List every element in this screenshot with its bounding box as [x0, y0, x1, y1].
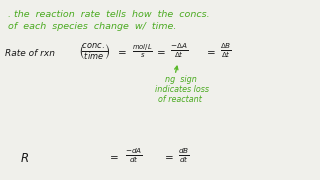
- Text: $\left(\!\frac{conc.}{time}\!\right)$: $\left(\!\frac{conc.}{time}\!\right)$: [78, 42, 111, 62]
- Text: ng  sign: ng sign: [165, 75, 197, 84]
- Text: =: =: [157, 48, 166, 58]
- Text: indicates loss: indicates loss: [155, 86, 209, 94]
- Text: Rate of rxn: Rate of rxn: [5, 48, 55, 57]
- Text: . the  reaction  rate  tells  how  the  concs.: . the reaction rate tells how the concs.: [8, 10, 210, 19]
- Text: of  each  species  change  w/  time.: of each species change w/ time.: [8, 22, 176, 31]
- Text: =: =: [165, 153, 174, 163]
- Text: $R$: $R$: [20, 152, 29, 165]
- Text: $\frac{dB}{dt}$: $\frac{dB}{dt}$: [178, 147, 189, 165]
- Text: of reactant: of reactant: [158, 96, 202, 105]
- Text: $\frac{mol/L}{s}$: $\frac{mol/L}{s}$: [132, 42, 153, 60]
- Text: =: =: [207, 48, 216, 58]
- Text: $\frac{-dA}{dt}$: $\frac{-dA}{dt}$: [125, 147, 143, 165]
- Text: $\frac{-\Delta A}{\Delta t}$: $\frac{-\Delta A}{\Delta t}$: [170, 42, 188, 60]
- Text: $\frac{\Delta B}{\Delta t}$: $\frac{\Delta B}{\Delta t}$: [220, 42, 232, 60]
- Text: =: =: [118, 48, 127, 58]
- Text: =: =: [110, 153, 119, 163]
